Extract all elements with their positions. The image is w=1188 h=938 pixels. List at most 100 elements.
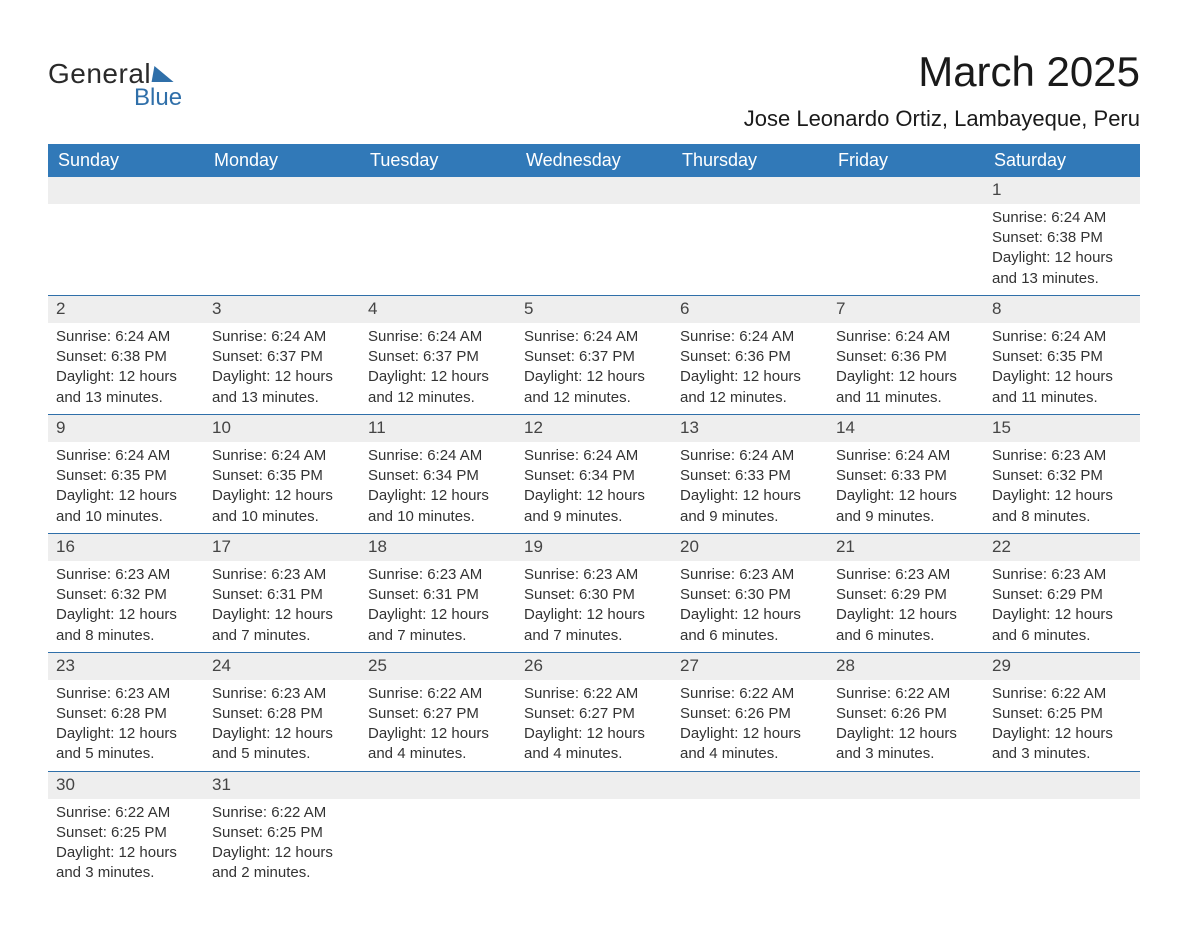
sunrise-text: Sunrise: 6:22 AM [368,684,508,704]
daylight-text: and 8 minutes. [992,507,1132,527]
day-content-cell: Sunrise: 6:23 AMSunset: 6:28 PMDaylight:… [48,680,204,772]
daylight-text: and 13 minutes. [212,388,352,408]
day-number-cell: 26 [516,652,672,679]
day-number-cell: 9 [48,414,204,441]
sunrise-text: Sunrise: 6:24 AM [680,446,820,466]
sunrise-text: Sunrise: 6:24 AM [212,446,352,466]
day-number-row: 3031 [48,771,1140,798]
day-content-cell [828,204,984,296]
daylight-text: Daylight: 12 hours [680,605,820,625]
daylight-text: and 9 minutes. [680,507,820,527]
daylight-text: and 12 minutes. [524,388,664,408]
daylight-text: Daylight: 12 hours [680,486,820,506]
daylight-text: and 7 minutes. [212,626,352,646]
day-number-cell: 5 [516,295,672,322]
day-content-row: Sunrise: 6:23 AMSunset: 6:28 PMDaylight:… [48,680,1140,772]
day-number-cell: 19 [516,533,672,560]
sunset-text: Sunset: 6:37 PM [368,347,508,367]
daylight-text: Daylight: 12 hours [524,724,664,744]
day-number-cell [828,177,984,204]
day-number-cell: 29 [984,652,1140,679]
day-content-cell: Sunrise: 6:23 AMSunset: 6:29 PMDaylight:… [828,561,984,653]
sunrise-text: Sunrise: 6:24 AM [836,327,976,347]
sunrise-text: Sunrise: 6:24 AM [524,327,664,347]
daylight-text: and 8 minutes. [56,626,196,646]
day-content-cell: Sunrise: 6:23 AMSunset: 6:31 PMDaylight:… [360,561,516,653]
sunset-text: Sunset: 6:33 PM [680,466,820,486]
day-content-cell [984,799,1140,890]
sunset-text: Sunset: 6:32 PM [992,466,1132,486]
sunset-text: Sunset: 6:30 PM [680,585,820,605]
day-number-cell: 27 [672,652,828,679]
sunrise-text: Sunrise: 6:24 AM [56,327,196,347]
daylight-text: and 13 minutes. [56,388,196,408]
daylight-text: and 10 minutes. [368,507,508,527]
daylight-text: Daylight: 12 hours [368,605,508,625]
day-content-cell: Sunrise: 6:24 AMSunset: 6:33 PMDaylight:… [672,442,828,534]
sunrise-text: Sunrise: 6:24 AM [992,327,1132,347]
daylight-text: Daylight: 12 hours [212,843,352,863]
sunrise-text: Sunrise: 6:23 AM [56,565,196,585]
sunset-text: Sunset: 6:25 PM [992,704,1132,724]
day-content-cell: Sunrise: 6:24 AMSunset: 6:33 PMDaylight:… [828,442,984,534]
sunset-text: Sunset: 6:25 PM [56,823,196,843]
sunrise-text: Sunrise: 6:24 AM [368,446,508,466]
daylight-text: and 9 minutes. [836,507,976,527]
weekday-header: Tuesday [360,144,516,177]
daylight-text: and 6 minutes. [680,626,820,646]
day-number-cell [360,177,516,204]
day-number-cell: 21 [828,533,984,560]
daylight-text: and 3 minutes. [836,744,976,764]
day-number-row: 1 [48,177,1140,204]
daylight-text: Daylight: 12 hours [836,486,976,506]
daylight-text: and 4 minutes. [524,744,664,764]
day-number-cell: 17 [204,533,360,560]
day-content-cell: Sunrise: 6:23 AMSunset: 6:30 PMDaylight:… [672,561,828,653]
sunset-text: Sunset: 6:28 PM [212,704,352,724]
day-content-cell: Sunrise: 6:23 AMSunset: 6:32 PMDaylight:… [48,561,204,653]
day-number-cell: 20 [672,533,828,560]
day-content-cell: Sunrise: 6:24 AMSunset: 6:34 PMDaylight:… [516,442,672,534]
daylight-text: Daylight: 12 hours [212,367,352,387]
sunset-text: Sunset: 6:31 PM [212,585,352,605]
day-content-cell: Sunrise: 6:22 AMSunset: 6:25 PMDaylight:… [48,799,204,890]
day-number-cell: 3 [204,295,360,322]
day-number-row: 2345678 [48,295,1140,322]
day-content-cell: Sunrise: 6:23 AMSunset: 6:30 PMDaylight:… [516,561,672,653]
sunset-text: Sunset: 6:32 PM [56,585,196,605]
day-number-cell: 24 [204,652,360,679]
day-number-cell [984,771,1140,798]
page-header: General Blue March 2025 Jose Leonardo Or… [48,48,1140,132]
day-content-cell: Sunrise: 6:24 AMSunset: 6:36 PMDaylight:… [672,323,828,415]
daylight-text: and 11 minutes. [992,388,1132,408]
daylight-text: Daylight: 12 hours [56,367,196,387]
sunset-text: Sunset: 6:38 PM [56,347,196,367]
day-content-cell: Sunrise: 6:22 AMSunset: 6:25 PMDaylight:… [984,680,1140,772]
logo: General Blue [48,58,182,112]
day-content-row: Sunrise: 6:24 AMSunset: 6:38 PMDaylight:… [48,204,1140,296]
location-subtitle: Jose Leonardo Ortiz, Lambayeque, Peru [744,106,1140,132]
daylight-text: and 6 minutes. [836,626,976,646]
sunrise-text: Sunrise: 6:24 AM [680,327,820,347]
day-content-cell: Sunrise: 6:24 AMSunset: 6:37 PMDaylight:… [204,323,360,415]
daylight-text: Daylight: 12 hours [836,367,976,387]
day-content-cell [672,204,828,296]
sunrise-text: Sunrise: 6:22 AM [680,684,820,704]
day-number-cell: 4 [360,295,516,322]
day-number-cell: 14 [828,414,984,441]
sunrise-text: Sunrise: 6:24 AM [56,446,196,466]
sunrise-text: Sunrise: 6:24 AM [836,446,976,466]
day-number-cell: 16 [48,533,204,560]
sunset-text: Sunset: 6:34 PM [368,466,508,486]
sunset-text: Sunset: 6:37 PM [524,347,664,367]
day-content-cell: Sunrise: 6:23 AMSunset: 6:29 PMDaylight:… [984,561,1140,653]
sunset-text: Sunset: 6:34 PM [524,466,664,486]
sunrise-text: Sunrise: 6:23 AM [992,446,1132,466]
daylight-text: Daylight: 12 hours [992,605,1132,625]
day-content-cell: Sunrise: 6:24 AMSunset: 6:35 PMDaylight:… [48,442,204,534]
day-number-cell: 22 [984,533,1140,560]
sunrise-text: Sunrise: 6:23 AM [212,565,352,585]
sunrise-text: Sunrise: 6:23 AM [836,565,976,585]
daylight-text: Daylight: 12 hours [212,724,352,744]
day-number-cell [828,771,984,798]
